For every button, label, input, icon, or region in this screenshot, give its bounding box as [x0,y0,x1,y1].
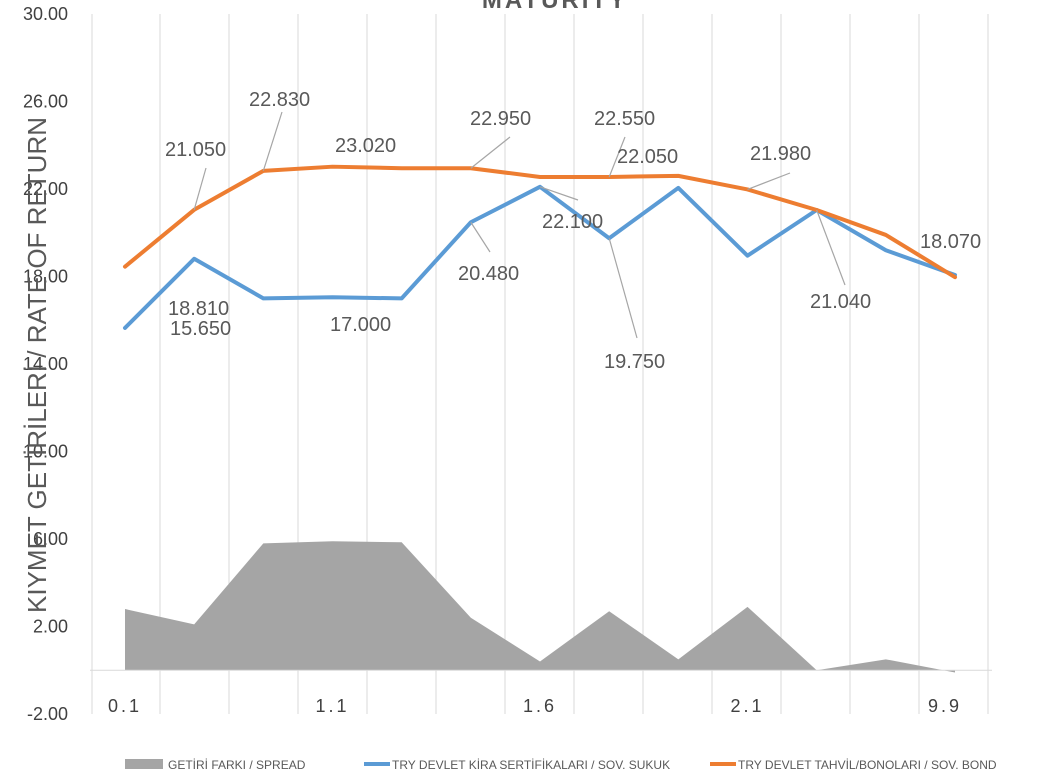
data-label-leader-line [262,111,283,172]
x-tick-label: 1.1 [315,696,349,716]
data-label-leader-line [470,136,511,169]
y-tick-label: 10.00 [23,442,68,462]
data-label: 22.950 [470,108,531,130]
data-label: 22.830 [249,89,310,111]
data-label: 19.750 [604,351,665,373]
data-label: 20.480 [458,263,519,285]
chart-title: MATURITY [482,0,628,14]
gridlines [91,14,989,714]
leader-lines-layer [193,111,846,339]
data-label: 18.070 [920,231,981,253]
tick-labels-layer: -2.00 2.00 6.00 10.00 14.00 18.00 22.00 26.00 30… [23,4,962,724]
spread-area-layer [125,541,955,673]
legend-label: TRY DEVLET KİRA SERTİFİKALARI / SOV. SUK… [392,758,670,772]
legend-swatch-spread [125,759,163,769]
x-tick-label: 9.9 [928,696,962,716]
data-label-leader-line [470,221,491,253]
data-label: 23.020 [335,135,396,157]
y-tick-label: 22.00 [23,179,68,199]
data-label: 21.040 [810,291,871,313]
legend-label: GETİRİ FARKI / SPREAD [168,758,306,772]
x-tick-label: 0.1 [108,696,142,716]
y-tick-label: 18.00 [23,267,68,287]
data-label: 17.000 [330,314,391,336]
data-label-leader-line [539,186,579,201]
y-axis-title: KIYMET GETİRİLERİ / RATE OF RETURN [22,117,52,613]
y-tick-label: 6.00 [33,529,68,549]
data-label: 21.980 [750,143,811,165]
data-label: 22.050 [617,146,678,168]
y-tick-label: 2.00 [33,617,68,637]
bond-series-line [123,164,957,280]
legend: GETİRİ FARKI / SPREAD TRY DEVLET KİRA SER… [125,758,997,772]
x-tick-label: 1.6 [523,696,557,716]
y-tick-label: 26.00 [23,92,68,112]
data-label: 15.650 [170,318,231,340]
x-tick-label: 2.1 [730,696,764,716]
y-tick-label: 14.00 [23,354,68,374]
data-label: 21.050 [165,139,226,161]
data-label: 22.100 [542,211,603,233]
legend-label: TRY DEVLET TAHVİL/BONOLARI / SOV. BOND [738,758,997,772]
data-label-leader-line [747,172,791,190]
y-tick-label: -2.00 [27,704,68,724]
spread-area [125,541,955,673]
y-tick-label: 30.00 [23,4,68,24]
data-label-leader-line [608,136,626,178]
data-label: 22.550 [594,108,655,130]
data-label-leader-line [193,167,207,210]
data-label-leader-line [608,238,638,339]
data-label-leader-line [816,209,846,286]
data-label: 18.810 [168,298,229,320]
